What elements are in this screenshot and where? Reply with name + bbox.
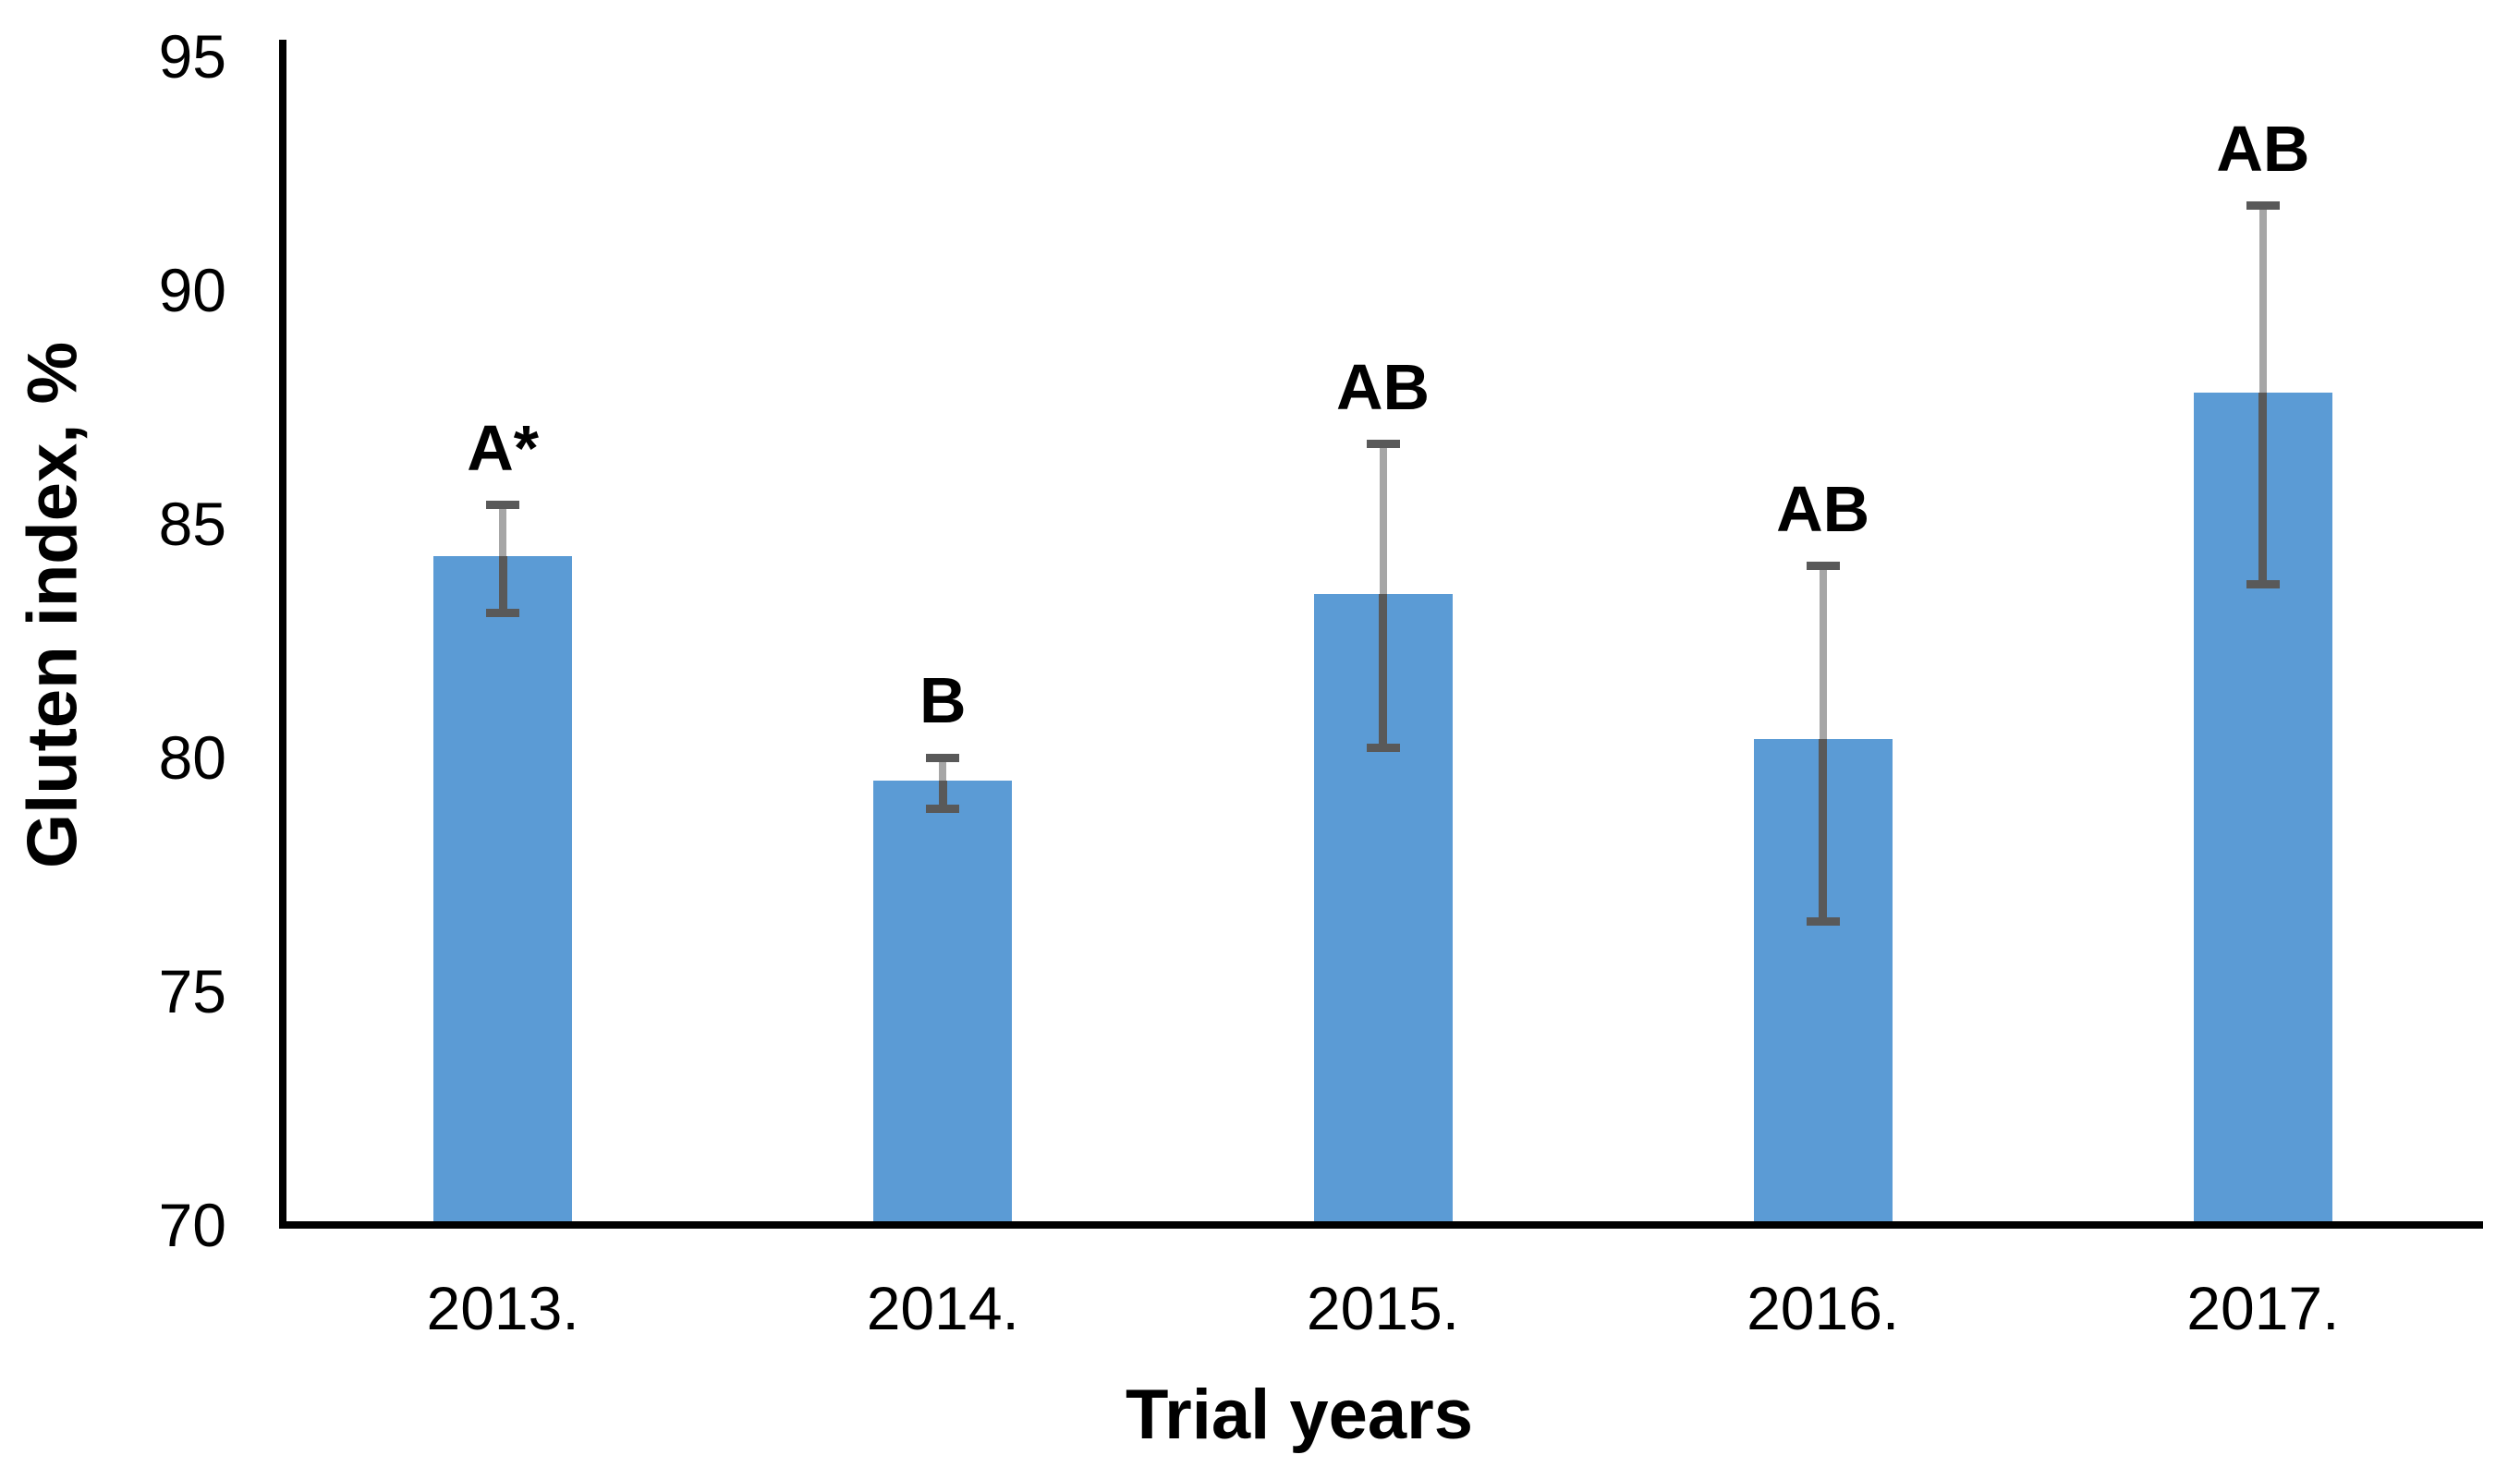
error-bar-top-cap <box>1366 440 1400 449</box>
significance-label: AB <box>2216 112 2310 185</box>
y-tick-label: 95 <box>158 22 226 91</box>
y-tick-label: 90 <box>158 256 226 324</box>
x-axis-title: Trial years <box>1125 1376 1474 1454</box>
error-bar-lower-line <box>498 556 507 613</box>
bar-2013 <box>433 556 573 1221</box>
x-tick-label: 2017. <box>2186 1274 2340 1342</box>
error-bar-bottom-cap <box>2246 580 2280 589</box>
y-axis-line <box>279 40 286 1229</box>
significance-label: AB <box>1335 350 1430 423</box>
error-bar-upper-line <box>2258 205 2267 394</box>
y-tick-label: 85 <box>158 490 226 558</box>
x-tick-label: 2015. <box>1306 1274 1460 1342</box>
error-bar-lower-line <box>1819 738 1828 922</box>
error-bar-lower-line <box>2258 393 2268 585</box>
x-axis-line <box>279 1221 2483 1229</box>
significance-label: AB <box>1776 472 1870 545</box>
error-bar-lower-line <box>938 781 947 809</box>
significance-label: A* <box>467 411 539 484</box>
error-bar-upper-line <box>939 758 947 782</box>
error-bar-top-cap <box>486 501 520 510</box>
error-bar-bottom-cap <box>926 805 960 814</box>
bar-2014 <box>873 781 1013 1221</box>
error-bar-bottom-cap <box>1366 744 1400 753</box>
error-bar-top-cap <box>2246 201 2280 211</box>
error-bar-upper-line <box>499 504 507 557</box>
y-tick-label: 80 <box>158 723 226 792</box>
error-bar-bottom-cap <box>486 608 520 617</box>
x-tick-label: 2014. <box>866 1274 1019 1342</box>
y-tick-label: 75 <box>158 957 226 1025</box>
error-bar-upper-line <box>1819 565 1827 739</box>
error-bar-top-cap <box>1806 562 1840 571</box>
error-bar-top-cap <box>926 753 960 762</box>
x-tick-label: 2016. <box>1747 1274 1900 1342</box>
error-bar-lower-line <box>1379 593 1387 748</box>
y-tick-label: 70 <box>158 1191 226 1259</box>
error-bar-bottom-cap <box>1806 916 1840 926</box>
x-tick-label: 2013. <box>426 1274 579 1342</box>
error-bar-upper-line <box>1379 443 1387 594</box>
significance-label: B <box>919 664 967 736</box>
